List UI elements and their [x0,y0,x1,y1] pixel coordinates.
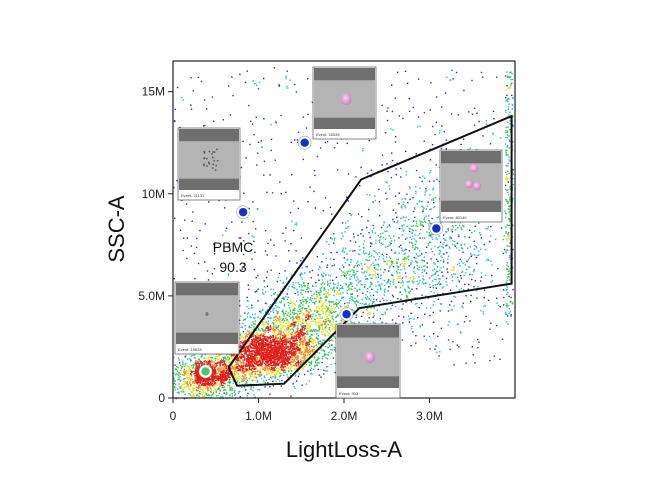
debris-speck [211,167,214,169]
debris-speck [208,163,210,165]
x-tick-label: 3.0M [416,409,443,423]
thumbnail-caption: Event: 21131 [181,193,205,198]
thumbnail-caption: Event: 18339 [316,132,340,137]
gate-percent-label: 90.3 [219,259,246,275]
cell-image [365,351,375,363]
cell-image [469,163,479,173]
event-thumbnail[interactable]: Event: 18339 [312,66,377,140]
y-tick-label: 0 [158,391,165,405]
thumbnail-caption: Event: 903 [339,391,359,396]
debris-speck [213,160,215,162]
event-thumbnail[interactable]: Event: 80140 [439,149,503,223]
debris-speck [206,157,208,160]
pbmc-gate-polygon[interactable] [227,114,513,387]
debris-speck [216,159,219,162]
event-marker[interactable] [342,310,351,319]
x-axis-title: LightLoss-A [286,437,403,462]
debris-speck [214,169,217,171]
debris-speck [208,150,211,153]
x-axis: 0 1.0M 2.0M 3.0M [170,398,443,423]
cell-image [472,181,482,191]
debris-speck [206,165,208,167]
debris-speck [211,153,213,155]
event-thumbnail[interactable]: Event: 21131 [177,127,241,201]
debris-speck [216,148,218,151]
thumbnail-caption: Event: 80140 [443,215,467,220]
highlighted-events [198,135,444,379]
event-marker[interactable] [300,138,309,147]
gate-name-label: PBMC [213,239,253,255]
debris-speck [212,163,214,165]
cell-image [205,312,209,316]
x-tick-label: 1.0M [245,409,272,423]
event-thumbnail[interactable]: Event: 19528 [174,281,240,355]
cell-image [464,179,474,189]
debris-speck [213,151,216,153]
y-axis: 0 5.0M 10M 15M [138,85,173,405]
y-axis-title: SSC-A [104,195,129,263]
debris-speck [208,161,210,164]
event-marker[interactable] [238,207,248,217]
debris-speck [203,150,205,153]
y-tick-label: 15M [142,85,165,99]
debris-speck [203,157,205,160]
cell-image [341,93,352,105]
debris-speck [212,156,214,159]
event-marker[interactable] [201,367,210,376]
debris-speck [203,164,205,167]
event-thumbnail[interactable]: Event: 903 [335,323,401,399]
debris-speck [203,163,205,166]
x-tick-label: 0 [170,409,177,423]
y-tick-label: 5.0M [138,289,165,303]
y-tick-label: 10M [142,187,165,201]
debris-speck [215,164,217,167]
event-marker[interactable] [432,224,441,233]
debris-speck [203,152,206,154]
x-tick-label: 2.0M [331,409,358,423]
event-image-thumbnails: Event: 19528 Event: 903 Event: 80140 Event:… [174,66,503,399]
debris-speck [212,151,214,153]
thumbnail-caption: Event: 19528 [178,347,202,352]
